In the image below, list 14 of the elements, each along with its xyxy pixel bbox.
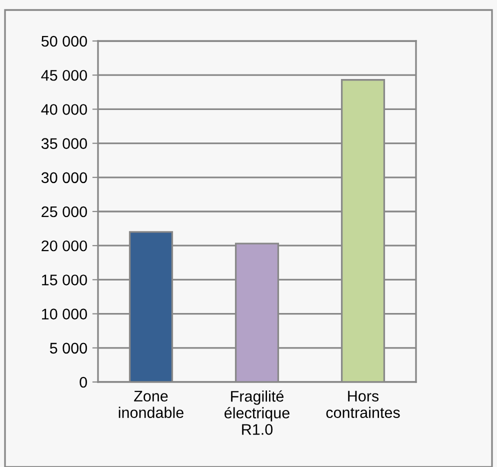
x-tick-label: Hors contraintes	[326, 390, 400, 418]
y-tick-label: 30 000	[41, 172, 87, 184]
y-tick-label: 40 000	[41, 104, 87, 115]
y-tick-label: 15 000	[42, 274, 87, 286]
x-tick-label: Zone inondable	[118, 390, 184, 418]
y-tick-label: 0	[80, 376, 87, 388]
y-tick-label: 35 000	[41, 138, 87, 149]
x-tick-label: Fragilité électrique R1.0	[224, 390, 290, 435]
y-tick-label: 10 000	[42, 308, 87, 320]
y-tick-label: 20 000	[42, 240, 87, 252]
y-tick-label: 50 000	[41, 36, 87, 47]
y-tick-label: 45 000	[41, 70, 87, 81]
y-tick-label: 5 000	[50, 342, 87, 354]
y-tick-label: 25 000	[42, 206, 87, 218]
